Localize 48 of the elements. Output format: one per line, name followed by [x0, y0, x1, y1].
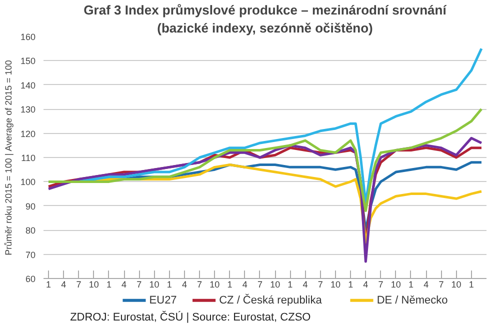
- x-tick-label: 7: [318, 280, 323, 290]
- x-tick-label: 4: [61, 280, 66, 290]
- x-tick-label: 10: [390, 280, 401, 290]
- chart-subtitle: (bazické indexy, sezónně očištěno): [157, 20, 373, 36]
- line-series: [47, 108, 483, 212]
- x-tick-label: 1: [408, 280, 414, 290]
- legend-label: DE / Německo: [376, 294, 448, 306]
- y-tick-label: 110: [21, 153, 36, 163]
- x-tick-label: 1: [106, 280, 112, 290]
- y-tick-label: 70: [25, 250, 36, 260]
- y-tick-label: 90: [25, 201, 36, 212]
- x-tick-label: 7: [197, 280, 202, 290]
- y-tick-label: 130: [20, 104, 36, 115]
- y-tick-label: 150: [20, 56, 36, 66]
- x-tick-label: 7: [76, 280, 82, 290]
- chart-title: Graf 3 Index průmyslové produkce – mezinárodní srovnání: [84, 2, 447, 18]
- x-tick-label: 1: [348, 280, 354, 290]
- x-tick-label: 4: [363, 280, 368, 290]
- x-tick-label: 10: [88, 280, 99, 290]
- x-tick-label: 4: [122, 280, 127, 290]
- y-axis-title: Průměr roku 2015 = 100 | Average of 2015 = 100: [3, 60, 14, 256]
- y-tick-label: 60: [25, 274, 36, 284]
- x-tick-label: 1: [166, 280, 172, 290]
- x-tick-label: 4: [242, 280, 248, 290]
- y-tick-label: 120: [20, 128, 36, 139]
- x-tick-label: 7: [378, 280, 384, 290]
- x-tick-label: 10: [149, 280, 160, 290]
- x-tick-label: 4: [182, 280, 187, 290]
- x-tick-label: 7: [438, 280, 444, 290]
- text: ZDROJ: Eurostat, ČSÚ | Source: Eurostat, CZSO: [70, 310, 312, 324]
- y-tick-label: 160: [20, 32, 36, 42]
- y-tick-label: 80: [25, 226, 36, 236]
- x-tick-label: 10: [270, 280, 280, 290]
- x-tick-label: 4: [424, 280, 429, 290]
- x-tick-label: 10: [451, 280, 462, 290]
- x-tick-label: 1: [227, 280, 232, 290]
- x-tick-label: 4: [302, 280, 308, 290]
- y-tick-label: 100: [20, 177, 36, 188]
- legend-label: EU27: [149, 294, 177, 306]
- legend-label: CZ / Česká republika: [219, 293, 323, 306]
- x-tick-label: 7: [257, 280, 262, 290]
- x-tick-label: 1: [288, 280, 293, 290]
- x-tick-label: 10: [330, 280, 340, 290]
- x-tick-label: 1: [46, 280, 52, 290]
- x-tick-label: 1: [468, 280, 474, 290]
- x-tick-label: 10: [210, 280, 220, 290]
- y-tick-label: 140: [20, 80, 36, 90]
- x-tick-label: 7: [136, 280, 142, 290]
